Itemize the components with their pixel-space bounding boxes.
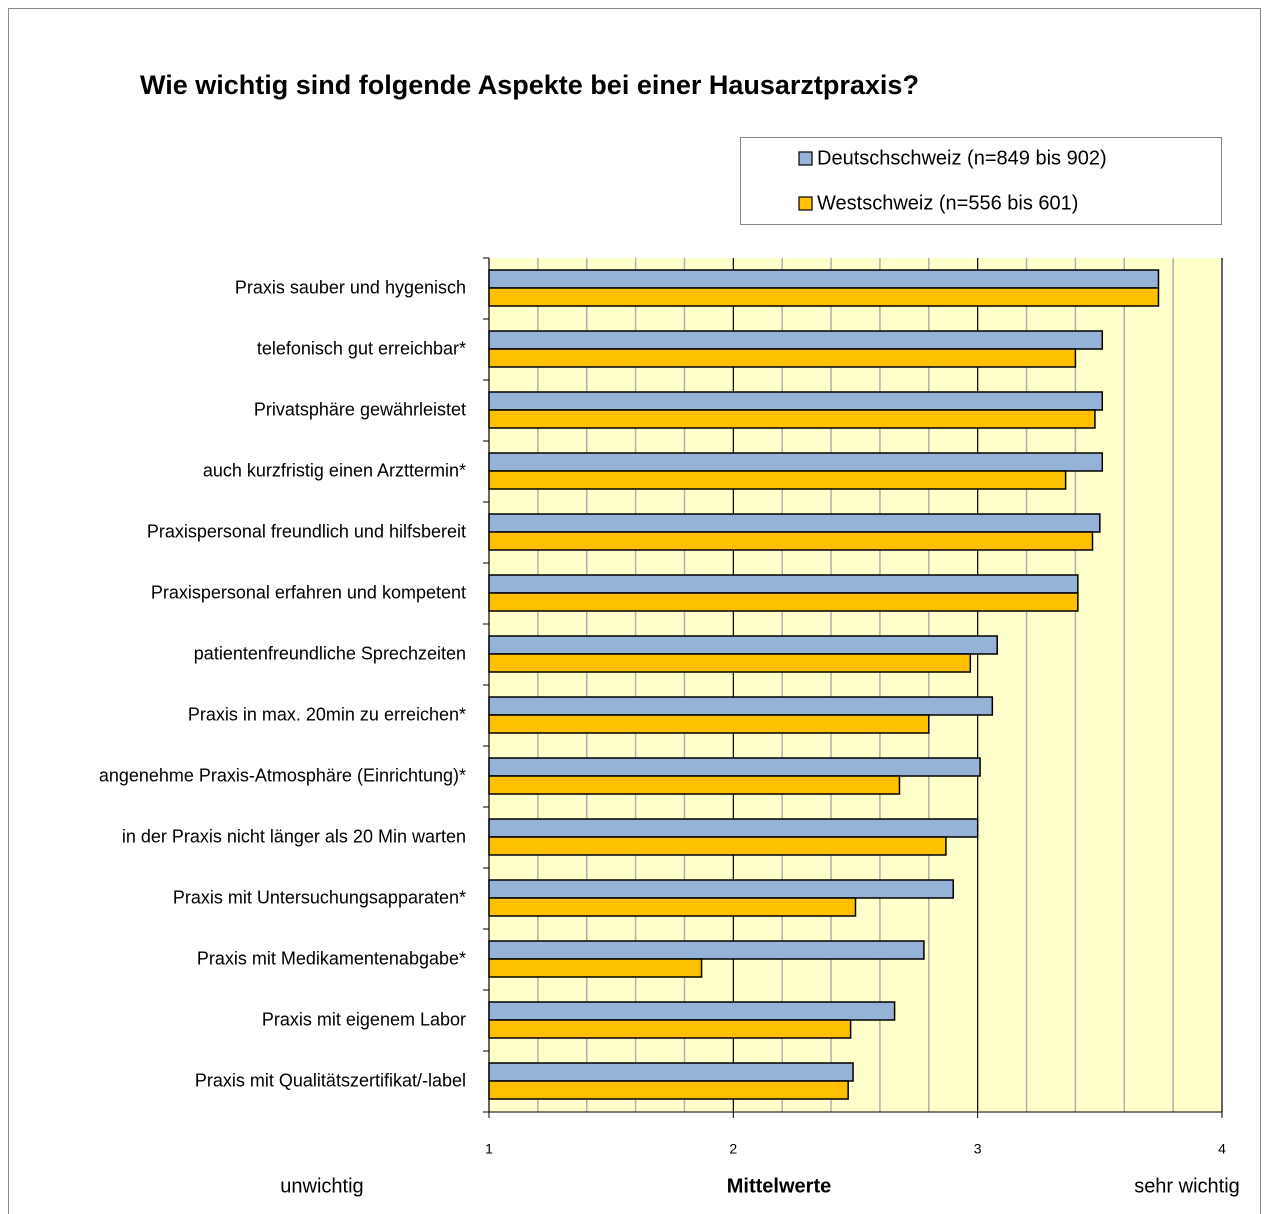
bar bbox=[488, 757, 981, 777]
y-tick-label: Privatsphäre gewährleistet bbox=[254, 399, 466, 419]
bar bbox=[488, 836, 947, 856]
bar bbox=[488, 897, 857, 917]
y-tick-label: patientenfreundliche Sprechzeiten bbox=[194, 643, 466, 663]
bar bbox=[488, 879, 954, 899]
bar bbox=[488, 714, 930, 734]
bar bbox=[488, 574, 1079, 594]
y-tick-label: angenehme Praxis-Atmosphäre (Einrichtung… bbox=[99, 765, 466, 785]
legend-label: Westschweiz (n=556 bis 601) bbox=[817, 192, 1078, 214]
bar bbox=[488, 775, 901, 795]
bar bbox=[488, 531, 1094, 551]
x-tick-label: 4 bbox=[1218, 1141, 1226, 1157]
y-tick-label: Praxis mit Medikamentenabgabe* bbox=[197, 948, 466, 968]
plot-area bbox=[489, 258, 1222, 1112]
bar bbox=[488, 1062, 854, 1082]
bar bbox=[488, 958, 703, 978]
y-tick-label: in der Praxis nicht länger als 20 Min wa… bbox=[122, 826, 466, 846]
y-tick-label: auch kurzfristig einen Arzttermin* bbox=[203, 460, 466, 480]
bar bbox=[488, 348, 1077, 368]
legend-swatch bbox=[798, 151, 813, 166]
bar bbox=[488, 696, 994, 716]
y-tick-label: telefonisch gut erreichbar* bbox=[257, 338, 466, 358]
bar bbox=[488, 409, 1096, 429]
annotation: unwichtig bbox=[280, 1175, 363, 1197]
y-tick-label: Praxispersonal erfahren und kompetent bbox=[151, 582, 466, 602]
bar bbox=[488, 287, 1160, 307]
bar bbox=[488, 269, 1160, 289]
bar bbox=[488, 818, 979, 838]
bar bbox=[488, 635, 998, 655]
bar bbox=[488, 940, 925, 960]
y-tick-label: Praxis in max. 20min zu erreichen* bbox=[188, 704, 466, 724]
bar bbox=[488, 470, 1067, 490]
annotation: sehr wichtig bbox=[1134, 1175, 1240, 1197]
bar bbox=[488, 513, 1101, 533]
bar bbox=[488, 592, 1079, 612]
y-tick-label: Praxis mit Untersuchungsapparaten* bbox=[173, 887, 466, 907]
legend-box bbox=[740, 137, 1222, 225]
chart-title: Wie wichtig sind folgende Aspekte bei ei… bbox=[140, 70, 919, 100]
bar bbox=[488, 330, 1104, 350]
y-tick-label: Praxis mit Qualitätszertifikat/-label bbox=[195, 1070, 466, 1090]
x-tick-label: 1 bbox=[485, 1141, 493, 1157]
x-tick-label: 2 bbox=[729, 1141, 737, 1157]
x-axis-label: Mittelwerte bbox=[727, 1175, 831, 1197]
legend-label: Deutschschweiz (n=849 bis 902) bbox=[817, 147, 1107, 169]
legend-swatch bbox=[798, 196, 813, 211]
bar bbox=[488, 1001, 896, 1021]
x-tick-label: 3 bbox=[974, 1141, 982, 1157]
y-tick-label: Praxis mit eigenem Labor bbox=[262, 1009, 466, 1029]
bar bbox=[488, 1019, 852, 1039]
bar bbox=[488, 452, 1104, 472]
bar bbox=[488, 653, 972, 673]
y-tick-label: Praxis sauber und hygenisch bbox=[235, 277, 466, 297]
y-tick-label: Praxispersonal freundlich und hilfsberei… bbox=[147, 521, 466, 541]
bar bbox=[488, 391, 1104, 411]
bar bbox=[488, 1080, 849, 1100]
